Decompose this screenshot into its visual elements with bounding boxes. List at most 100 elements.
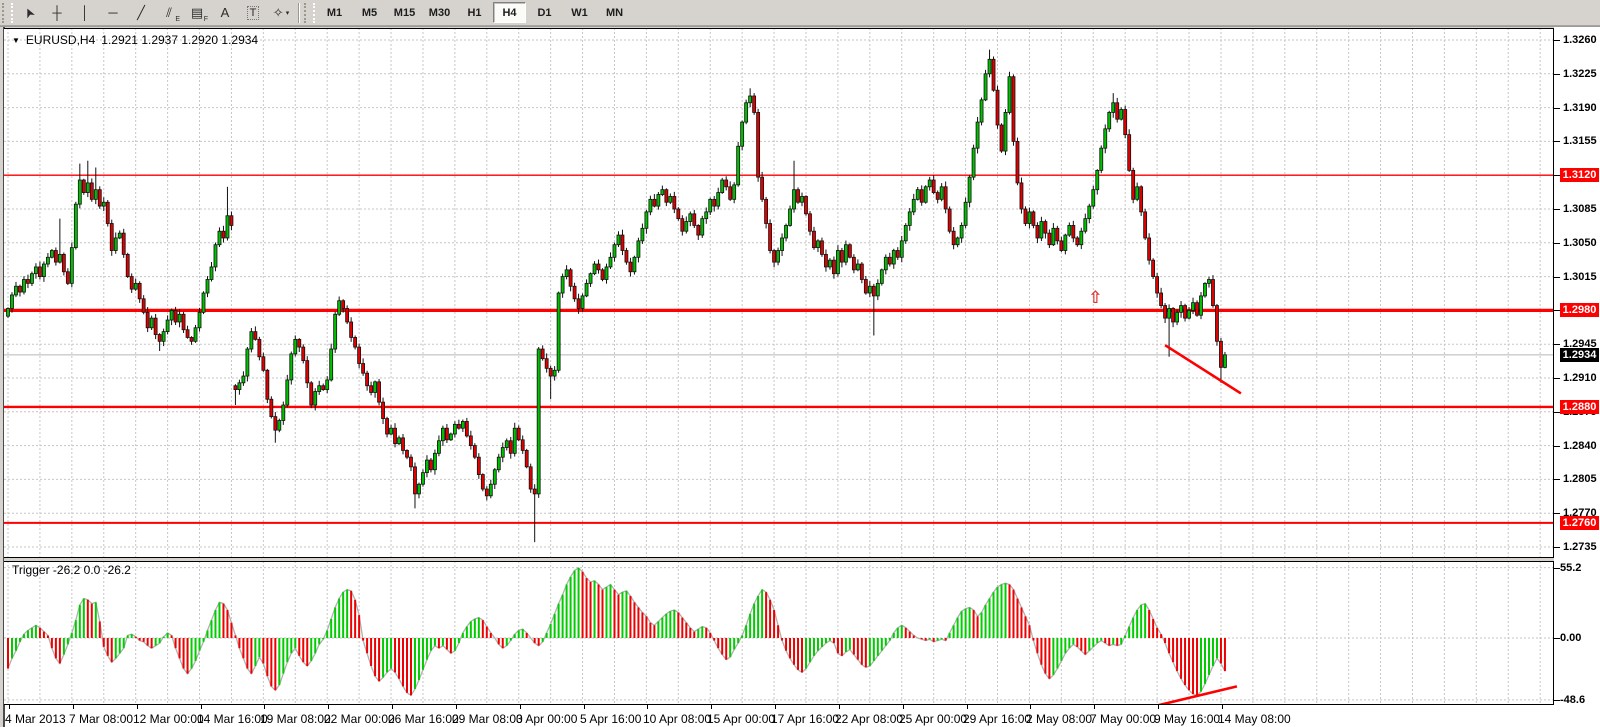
date-tick: [1030, 705, 1031, 709]
candle: [1191, 297, 1195, 315]
red-level-price-badge: 1.2980: [1560, 303, 1599, 317]
candle: [57, 218, 62, 264]
candle: [891, 248, 896, 269]
timeframe-button-d1[interactable]: D1: [537, 6, 552, 19]
price-axis[interactable]: 1.3260 1.3225 1.3190 1.3155 1.3085 1.3050 1.30…: [1554, 27, 1600, 727]
timeframe-button-w1[interactable]: W1: [571, 6, 588, 19]
time-axis[interactable]: 4 Mar 2013 7 Mar 08:00 12 Mar 00:00 14 Mar …: [5, 705, 1554, 727]
date-tick: [903, 705, 904, 709]
date-tick: [839, 705, 840, 709]
candle: [596, 259, 601, 274]
timeframe-gripper[interactable]: [304, 2, 315, 23]
price-tick: [1554, 310, 1560, 311]
candle: [381, 397, 385, 425]
horizontal-line-icon[interactable]: ─: [108, 5, 118, 20]
indicator-scale-tick: [1554, 700, 1560, 701]
indicator-canvas[interactable]: [4, 561, 1554, 705]
timeframe-button-m15[interactable]: M15: [393, 6, 416, 19]
candle: [1211, 275, 1215, 308]
price-tick: [1554, 243, 1560, 244]
text-label-icon[interactable]: T: [240, 2, 266, 24]
equidistant-channel-icon[interactable]: ⫽ E: [166, 4, 180, 23]
date-tick: [456, 705, 457, 709]
candle: [365, 370, 370, 391]
candle: [1223, 351, 1227, 369]
candle: [1151, 258, 1156, 279]
date-tick: [9, 705, 10, 709]
toolbar: ➤ ┼ │ ─ ╱ ⫽ E ▤ F A T ✧ ▾ M1 M5 M15 M30 H1 H4 D1 W1 MN: [0, 0, 1600, 26]
candle: [1015, 137, 1020, 186]
candle: [628, 257, 633, 277]
date-label: 12 Mar 00:00: [133, 712, 204, 726]
candle: [971, 144, 976, 181]
candle: [788, 205, 792, 227]
candle: [1199, 292, 1203, 320]
cursor-icon[interactable]: ➤: [19, 4, 38, 21]
timeframe-button-m1[interactable]: M1: [326, 6, 343, 19]
toolbar-gripper[interactable]: [2, 2, 13, 23]
date-tick: [775, 705, 776, 709]
candle: [53, 247, 58, 266]
candle: [1159, 287, 1164, 309]
candle: [405, 449, 409, 460]
candle: [313, 388, 318, 411]
candle: [935, 190, 940, 204]
trigger-signal-line: [7, 567, 1226, 697]
timeframe-button-mn[interactable]: MN: [605, 6, 624, 19]
candle: [875, 279, 880, 301]
candle: [772, 249, 776, 268]
timeframe-button-m5[interactable]: M5: [361, 6, 378, 19]
timeframe-button-h1[interactable]: H1: [467, 6, 482, 19]
crosshair-icon[interactable]: ┼: [52, 5, 62, 20]
dropdown-caret-icon[interactable]: ▾: [285, 9, 290, 17]
text-icon[interactable]: A: [220, 5, 230, 20]
chart-dropdown-icon[interactable]: ▼: [12, 35, 20, 45]
candle: [117, 230, 122, 240]
support-resistance-lines[interactable]: [4, 174, 1554, 524]
candle: [720, 177, 725, 194]
timeframe-button-m30[interactable]: M30: [428, 6, 451, 19]
candle: [903, 223, 908, 244]
arrows-palette-icon[interactable]: ✧ ▾: [272, 4, 290, 20]
timeframe-button-h4[interactable]: H4: [493, 2, 526, 23]
candle: [1207, 276, 1211, 288]
candle: [640, 223, 645, 244]
price-tick: [1554, 209, 1560, 210]
candle: [620, 229, 625, 256]
candle: [26, 274, 30, 289]
up-arrow-annotation[interactable]: ⇧: [1088, 287, 1103, 307]
main-chart-canvas[interactable]: [4, 28, 1554, 557]
date-label: 14 May 08:00: [1218, 712, 1291, 726]
candle: [349, 317, 354, 342]
candle: [748, 88, 753, 108]
candle: [520, 435, 525, 454]
candle: [632, 255, 637, 275]
price-tick-label: 1.3225: [1563, 68, 1597, 80]
date-tick: [647, 705, 648, 709]
price-tick: [1554, 513, 1560, 514]
vertical-line-icon[interactable]: │: [80, 5, 90, 20]
candle: [401, 433, 405, 455]
candle: [281, 401, 286, 425]
candle: [548, 365, 553, 400]
candle: [951, 227, 956, 250]
candle: [1011, 74, 1016, 146]
candle: [30, 271, 34, 287]
candle: [153, 313, 158, 340]
candle: [213, 242, 218, 272]
trendline-icon[interactable]: ╱: [137, 4, 145, 20]
candle: [712, 196, 717, 212]
fibonacci-retracement-icon[interactable]: ▤ F: [190, 4, 208, 23]
candle: [413, 462, 417, 509]
candle: [1043, 219, 1048, 239]
candle: [81, 178, 86, 195]
candle: [1163, 303, 1167, 324]
candle: [229, 211, 234, 231]
candle: [688, 211, 693, 227]
indicator-trendline[interactable]: [1156, 685, 1238, 705]
candle: [476, 453, 481, 479]
candle: [792, 160, 796, 213]
candle: [1183, 303, 1187, 322]
descending-trendline[interactable]: [1164, 344, 1242, 395]
candle: [1087, 203, 1092, 224]
